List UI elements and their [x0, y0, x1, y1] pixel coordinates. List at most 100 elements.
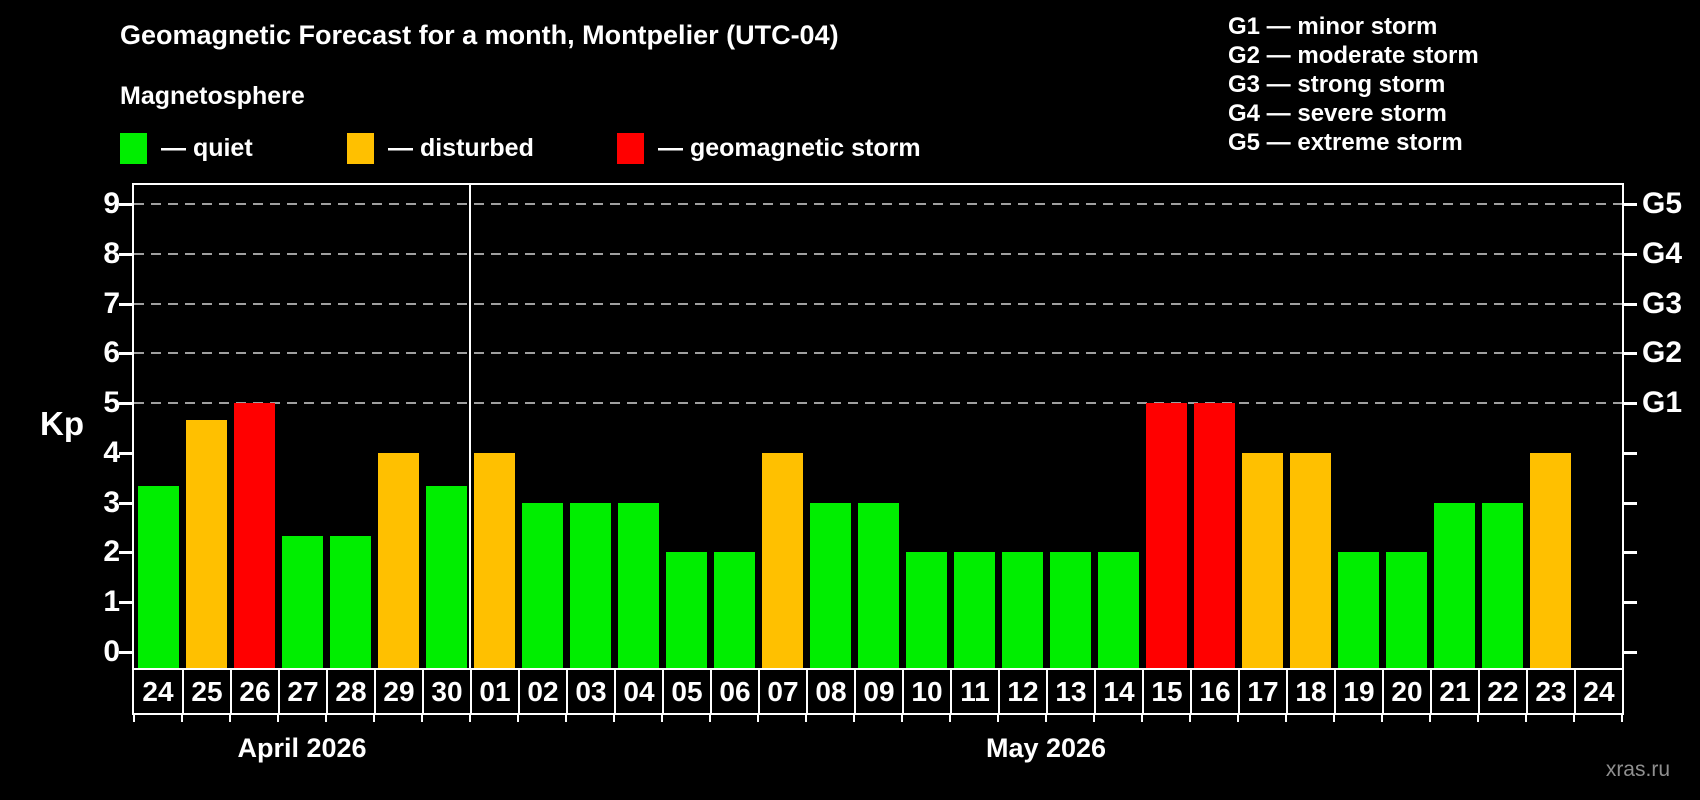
- right-axis-tick-6: [1624, 352, 1637, 356]
- legend-label-quiet: — quiet: [161, 134, 253, 162]
- kp-bar-day-25: [185, 419, 227, 668]
- day-label-16: 10: [902, 670, 950, 713]
- storm-scale-line-1: G1 — minor storm: [1228, 13, 1438, 40]
- kp-bar-day-02: [521, 502, 563, 668]
- bottom-boundary-tick-12: [709, 715, 711, 722]
- y-axis-label-1: 1: [103, 585, 120, 619]
- day-label-30: 24: [1574, 670, 1622, 713]
- right-axis-label-g3: G3: [1642, 286, 1683, 320]
- day-label-25: 19: [1334, 670, 1382, 713]
- kp-bar-day-09: [857, 502, 899, 668]
- day-label-27: 21: [1430, 670, 1478, 713]
- y-axis-tick-6: [119, 352, 132, 356]
- kp-bar-day-15: [1145, 403, 1187, 668]
- watermark: xras.ru: [1605, 758, 1670, 781]
- day-label-15: 09: [854, 670, 902, 713]
- storm-scale-line-5: G5 — extreme storm: [1228, 129, 1463, 156]
- day-label-10: 04: [614, 670, 662, 713]
- day-label-26: 20: [1382, 670, 1430, 713]
- bottom-boundary-tick-5: [373, 715, 375, 722]
- kp-bar-day-17: [1241, 452, 1283, 668]
- y-axis-label-3: 3: [103, 485, 120, 519]
- day-label-1: 25: [182, 670, 230, 713]
- day-label-8: 02: [518, 670, 566, 713]
- month-label-may: May 2026: [985, 733, 1107, 763]
- y-axis-label-6: 6: [103, 336, 120, 370]
- day-label-11: 05: [662, 670, 710, 713]
- kp-bar-day-08: [809, 502, 851, 668]
- right-axis-tick-5: [1624, 402, 1637, 406]
- day-label-0: 24: [142, 676, 174, 707]
- y-axis-label-4: 4: [103, 435, 120, 469]
- storm-scale-legend: G1 — minor storm G2 — moderate storm G3 — …: [1228, 12, 1479, 157]
- day-label-7: 01: [470, 670, 518, 713]
- kp-bar-day-06: [713, 552, 755, 668]
- kp-bar-day-18: [1289, 452, 1331, 668]
- bottom-boundary-tick-25: [1333, 715, 1335, 722]
- right-axis-tick-7: [1624, 302, 1637, 306]
- kp-bar-day-14: [1097, 552, 1139, 668]
- kp-bar-day-30: [425, 486, 467, 668]
- bottom-boundary-tick-19: [1045, 715, 1047, 722]
- chart-title: Geomagnetic Forecast for a month, Montpe…: [120, 20, 839, 50]
- bottom-boundary-tick-30: [1573, 715, 1575, 722]
- right-axis-tick-1: [1624, 601, 1637, 605]
- legend-item-disturbed: — disturbed: [347, 133, 534, 164]
- kp-bar-day-20: [1385, 552, 1427, 668]
- bottom-boundary-tick-14: [805, 715, 807, 722]
- day-label-21: 15: [1142, 670, 1190, 713]
- kp-bar-day-27: [281, 536, 323, 668]
- bottom-boundary-tick-29: [1525, 715, 1527, 722]
- bottom-boundary-tick-27: [1429, 715, 1431, 722]
- bottom-boundary-tick-4: [325, 715, 327, 722]
- kp-bar-day-19: [1337, 552, 1379, 668]
- right-axis-label-g5: G5: [1642, 186, 1683, 220]
- kp-bar-day-04: [617, 502, 659, 668]
- y-axis-tick-8: [119, 252, 132, 256]
- x-axis-day-labels: 24 25 26 27 28 29 30 01 02 03 04 05 06 07 08 09 10 11 12 13…: [132, 668, 1624, 715]
- y-axis-tick-5: [119, 402, 132, 406]
- bottom-boundary-tick-23: [1237, 715, 1239, 722]
- legend-item-storm: — geomagnetic storm: [617, 133, 921, 164]
- day-label-17: 11: [950, 670, 998, 713]
- month-separator-line: [469, 185, 471, 668]
- day-label-29: 23: [1526, 670, 1574, 713]
- kp-bar-day-21: [1433, 502, 1475, 668]
- y-axis-tick-4: [119, 451, 132, 455]
- y-axis-label-2: 2: [103, 535, 120, 569]
- y-axis-label-8: 8: [103, 236, 120, 270]
- bottom-boundary-tick-0: [133, 715, 135, 722]
- day-label-2: 26: [230, 670, 278, 713]
- storm-scale-line-2: G2 — moderate storm: [1228, 42, 1479, 69]
- day-label-3: 27: [278, 670, 326, 713]
- day-label-6: 30: [422, 670, 470, 713]
- y-axis-tick-1: [119, 601, 132, 605]
- gridline-kp-9: [134, 202, 1622, 205]
- right-axis-tick-4: [1624, 451, 1637, 455]
- bottom-boundary-tick-18: [997, 715, 999, 722]
- bottom-boundary-tick-10: [613, 715, 615, 722]
- gridline-kp-7: [134, 302, 1622, 305]
- bottom-boundary-tick-28: [1477, 715, 1479, 722]
- gridline-kp-5: [134, 402, 1622, 405]
- bottom-boundary-tick-2: [229, 715, 231, 722]
- bottom-boundary-tick-24: [1285, 715, 1287, 722]
- bottom-boundary-tick-11: [661, 715, 663, 722]
- day-label-12: 06: [710, 670, 758, 713]
- storm-color-swatch: [617, 133, 644, 164]
- day-label-14: 08: [806, 670, 854, 713]
- right-axis-tick-3: [1624, 501, 1637, 505]
- bottom-boundary-tick-22: [1189, 715, 1191, 722]
- legend-label-storm: — geomagnetic storm: [658, 134, 921, 162]
- legend-item-quiet: — quiet: [120, 133, 253, 164]
- kp-bar-day-05: [665, 552, 707, 668]
- kp-bar-day-26: [233, 403, 275, 668]
- kp-bar-day-13: [1049, 552, 1091, 668]
- kp-bar-day-11: [953, 552, 995, 668]
- y-axis-tick-0: [119, 651, 132, 655]
- bottom-boundary-tick-17: [949, 715, 951, 722]
- day-label-28: 22: [1478, 670, 1526, 713]
- disturbed-color-swatch: [347, 133, 374, 164]
- bottom-boundary-tick-31: [1621, 715, 1623, 722]
- y-axis-label-5: 5: [103, 386, 120, 420]
